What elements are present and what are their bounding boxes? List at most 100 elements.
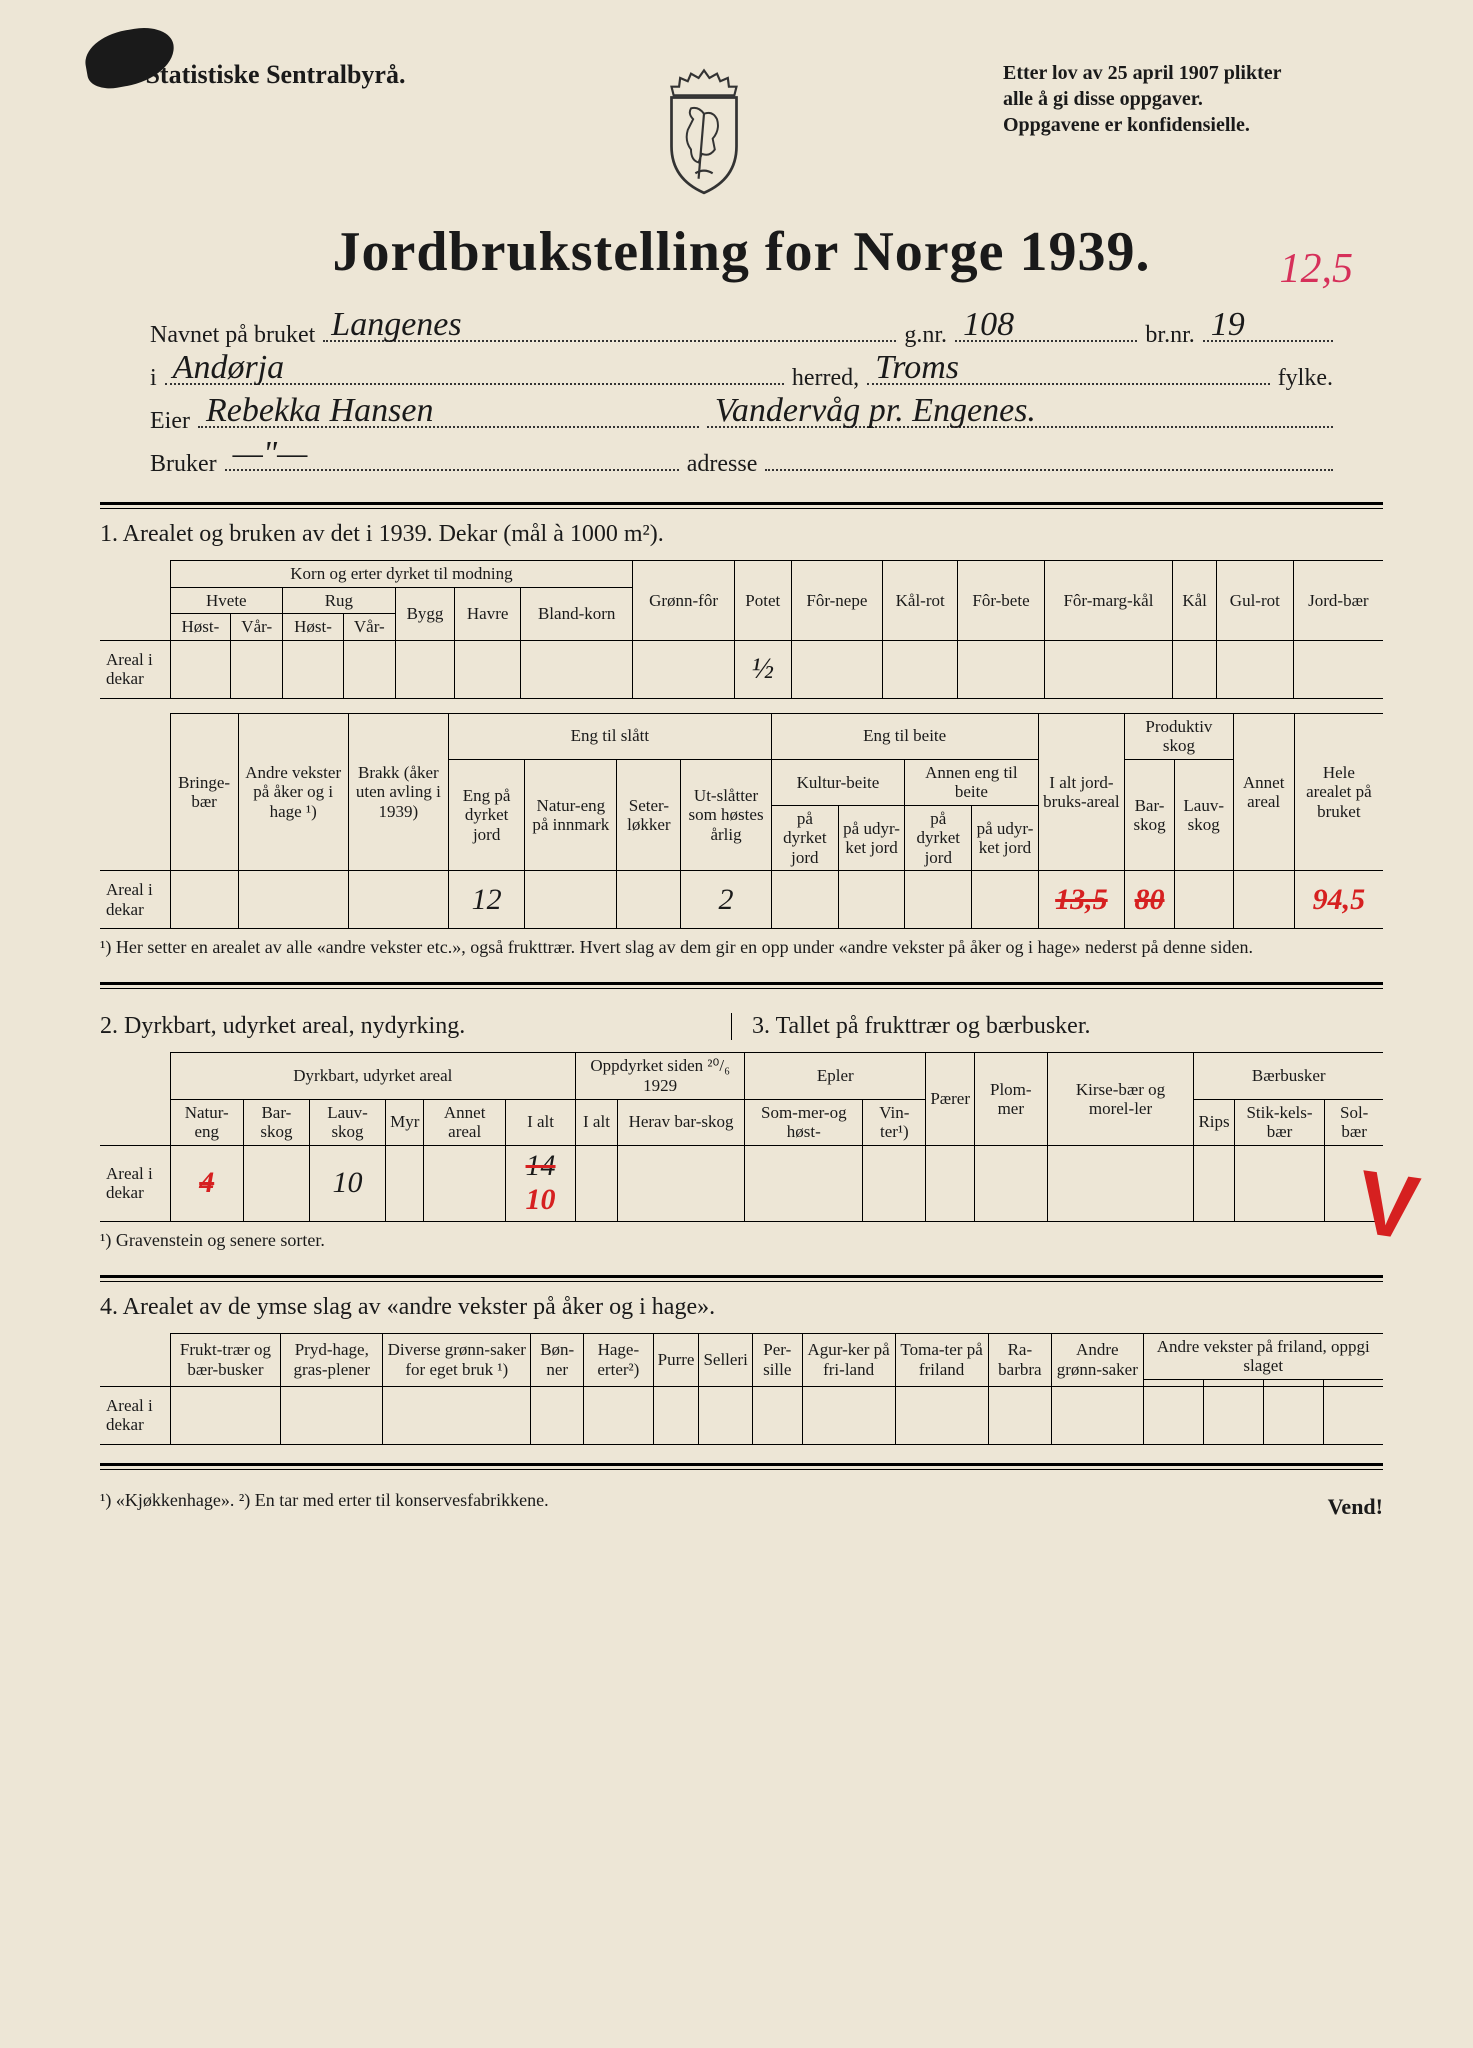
th-andre-vekster: Andre vekster på åker og i hage ¹) <box>238 713 348 871</box>
th-barskog: Bar-skog <box>1125 759 1175 871</box>
brnr-value: 19 <box>1211 306 1245 344</box>
th-plommer: Plom-mer <box>975 1053 1048 1145</box>
section-rule-4 <box>100 1275 1383 1282</box>
cell-eng-dyrket: 12 <box>449 871 525 929</box>
th-eng-dyrket: Eng på dyrket jord <box>449 759 525 871</box>
brnr-label: br.nr. <box>1145 322 1194 349</box>
gnr-value: 108 <box>963 306 1014 344</box>
th-kb-udyrket: på udyr-ket jord <box>838 805 904 871</box>
document-title: Jordbrukstelling for Norge 1939. <box>100 220 1383 284</box>
legal-notice: Etter lov av 25 april 1907 plikter alle … <box>1003 60 1383 138</box>
th-pryd: Pryd-hage, gras-plener <box>281 1333 383 1386</box>
th-rabarbra: Ra-barbra <box>988 1333 1051 1386</box>
legal-line-2: alle å gi disse oppgaver. <box>1003 86 1383 112</box>
th-ae-dyrket: på dyrket jord <box>905 805 972 871</box>
th-sommer: Som-mer-og høst- <box>745 1099 863 1145</box>
th-baerbusker: Bærbusker <box>1194 1053 1383 1099</box>
th-myr: Myr <box>386 1099 424 1145</box>
coat-of-arms-icon <box>644 60 764 200</box>
th-forbete: Fôr-bete <box>958 561 1044 641</box>
th-fornepe: Fôr-nepe <box>791 561 882 641</box>
th-hvete-host: Høst- <box>170 614 231 641</box>
row-label-1a: Areal i dekar <box>100 640 170 698</box>
section-rule-2 <box>100 982 1383 989</box>
th-natureng2: Natur-eng <box>170 1099 243 1145</box>
th-oppdyrket: Oppdyrket siden ²⁰/₆ 1929 <box>576 1053 745 1099</box>
th-gulrot: Gul-rot <box>1216 561 1293 641</box>
th-ae-udyrket: på udyr-ket jord <box>972 805 1038 871</box>
section-rule <box>100 502 1383 509</box>
th-kirsebaer: Kirse-bær og morel-ler <box>1047 1053 1194 1145</box>
th-hvete: Hvete <box>170 587 283 614</box>
th-rug-var: Vår- <box>343 614 395 641</box>
owner-address-value: Vandervåg pr. Engenes. <box>715 392 1036 430</box>
th-rug-host: Høst- <box>283 614 344 641</box>
th-epler: Epler <box>745 1053 926 1099</box>
section-2-title: 2. Dyrkbart, udyrket areal, nydyrking. <box>100 1013 731 1040</box>
th-persille: Per-sille <box>752 1333 802 1386</box>
th-hele-arealet: Hele arealet på bruket <box>1294 713 1383 871</box>
th-ialt-jord: I alt jord-bruks-areal <box>1038 713 1125 871</box>
district-value: Andørja <box>173 349 284 387</box>
th-lauvskog: Lauv-skog <box>1174 759 1233 871</box>
th-hageerter: Hage-erter²) <box>584 1333 654 1386</box>
th-blandkorn: Bland-korn <box>521 587 633 640</box>
herred-label: herred, <box>792 365 859 392</box>
th-gronnfor: Grønn-fôr <box>633 561 734 641</box>
farm-name-value: Langenes <box>331 306 461 344</box>
th-prod-skog: Produktiv skog <box>1125 713 1233 759</box>
cell-hele: 94,5 <box>1294 871 1383 929</box>
section-4-title: 4. Arealet av de ymse slag av «andre vek… <box>100 1294 1383 1321</box>
cell-ialt-jord: 13,5 <box>1038 871 1125 929</box>
th-bringebaer: Bringe-bær <box>170 713 238 871</box>
th-ialt3: I alt <box>576 1099 618 1145</box>
th-eng-slatt: Eng til slått <box>449 713 772 759</box>
th-kalrot: Kål-rot <box>882 561 958 641</box>
footnote-1: ¹) Her setter en arealet av alle «andre … <box>100 937 1383 958</box>
cell-lauvskog <box>1174 871 1233 929</box>
th-utslatter: Ut-slåtter som høstes årlig <box>681 759 771 871</box>
cell-ialt2: 14 10 <box>505 1145 575 1221</box>
owner-label: Eier <box>150 408 190 435</box>
th-purre: Purre <box>653 1333 699 1386</box>
county-value: Troms <box>875 349 959 387</box>
turn-over-label: Vend! <box>1328 1494 1383 1529</box>
legal-line-3: Oppgavene er konfidensielle. <box>1003 112 1383 138</box>
table-1a: Korn og erter dyrket til modning Grønn-f… <box>100 560 1383 699</box>
th-stikkels: Stik-kels-bær <box>1234 1099 1325 1145</box>
th-bygg: Bygg <box>395 587 455 640</box>
th-seterlokker: Seter-løkker <box>617 759 681 871</box>
row-label-4: Areal i dekar <box>100 1386 170 1444</box>
th-rips: Rips <box>1194 1099 1234 1145</box>
red-checkmark: V <box>1351 1151 1425 1261</box>
red-annotation-top: 12,5 <box>1280 245 1354 293</box>
section-rule-end <box>100 1463 1383 1470</box>
th-andre-gronn: Andre grønn-saker <box>1052 1333 1143 1386</box>
user-label: Bruker <box>150 451 217 478</box>
header: Det Statistiske Sentralbyrå. Etter lov a… <box>100 60 1383 200</box>
cell-natureng2: 4 <box>170 1145 243 1221</box>
section-3-title: 3. Tallet på frukttrær og bærbusker. <box>731 1013 1383 1040</box>
section-1-title: 1. Arealet og bruken av det i 1939. Deka… <box>100 521 1383 548</box>
th-bonner: Bøn-ner <box>531 1333 584 1386</box>
th-ialt2: I alt <box>505 1099 575 1145</box>
th-havre: Havre <box>455 587 521 640</box>
th-kulturbeite: Kultur-beite <box>771 759 904 805</box>
th-potet: Potet <box>734 561 791 641</box>
table-2-3: Dyrkbart, udyrket areal Oppdyrket siden … <box>100 1052 1383 1221</box>
th-diverse: Diverse grønn-saker for eget bruk ¹) <box>383 1333 531 1386</box>
th-barskog2: Bar-skog <box>243 1099 309 1145</box>
th-frukt: Frukt-trær og bær-busker <box>170 1333 281 1386</box>
th-grain-group: Korn og erter dyrket til modning <box>170 561 633 588</box>
row-label-2: Areal i dekar <box>100 1145 170 1221</box>
th-eng-beite: Eng til beite <box>771 713 1038 759</box>
table-1b: Bringe-bær Andre vekster på åker og i ha… <box>100 713 1383 930</box>
address-label: adresse <box>687 451 758 478</box>
th-formargkal: Fôr-marg-kål <box>1044 561 1173 641</box>
th-kb-dyrket: på dyrket jord <box>771 805 838 871</box>
cell-utslatter: 2 <box>681 871 771 929</box>
th-lauvskog2: Lauv-skog <box>309 1099 385 1145</box>
th-jordbaer: Jord-bær <box>1293 561 1383 641</box>
footnote-4: ¹) «Kjøkkenhage». ²) En tar med erter ti… <box>100 1490 549 1511</box>
th-dyrkbart: Dyrkbart, udyrket areal <box>170 1053 576 1099</box>
